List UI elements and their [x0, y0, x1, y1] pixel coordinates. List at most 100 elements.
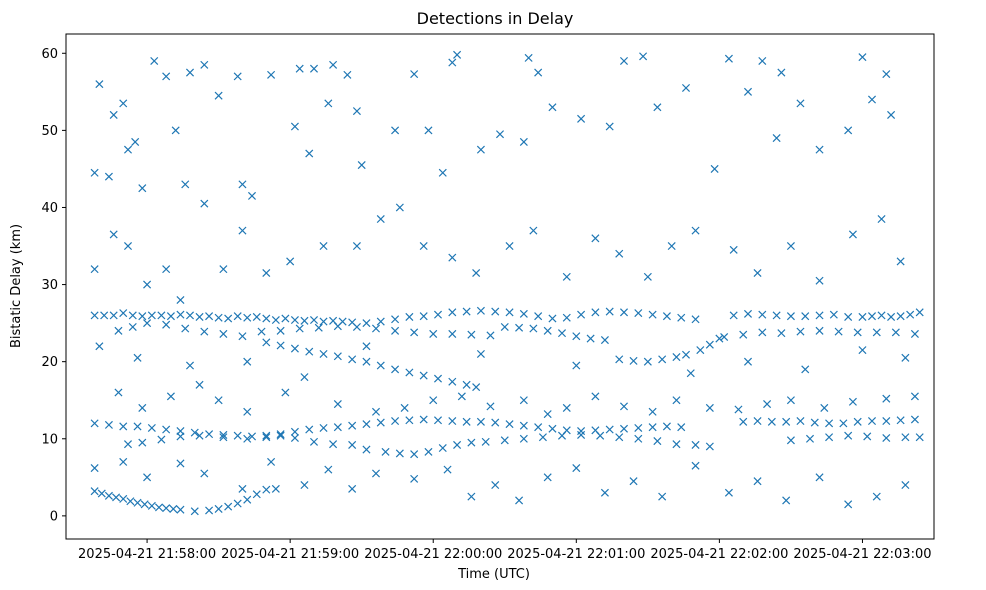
data-point	[658, 355, 667, 364]
data-point	[281, 314, 290, 323]
data-point	[562, 403, 571, 412]
data-point	[910, 415, 919, 424]
data-point	[424, 126, 433, 135]
data-point	[90, 487, 99, 496]
data-point	[238, 226, 247, 235]
data-point	[200, 199, 209, 208]
data-point	[767, 417, 776, 426]
data-point	[486, 331, 495, 340]
data-point	[844, 500, 853, 509]
data-point	[891, 328, 900, 337]
x-tick-label: 2025-04-21 21:59:00	[221, 547, 359, 562]
data-point	[147, 423, 156, 433]
data-point	[419, 415, 428, 424]
data-point	[763, 400, 772, 409]
data-point	[90, 265, 99, 274]
data-point	[801, 312, 810, 321]
data-point	[123, 145, 133, 154]
data-point	[267, 457, 276, 466]
data-point	[419, 371, 428, 380]
data-point	[157, 311, 166, 320]
data-point	[257, 327, 266, 336]
data-point	[910, 329, 919, 338]
data-point	[123, 440, 133, 449]
data-point	[448, 308, 457, 317]
data-point	[662, 422, 671, 431]
data-point	[162, 320, 171, 329]
data-point	[600, 488, 609, 497]
data-point	[643, 272, 652, 281]
data-point	[834, 327, 843, 336]
data-point	[200, 469, 209, 478]
data-point	[681, 350, 691, 359]
data-point	[829, 310, 838, 319]
data-point	[276, 326, 285, 335]
data-point	[195, 431, 204, 440]
data-point	[309, 437, 319, 446]
data-point	[562, 313, 571, 322]
data-point	[753, 268, 762, 278]
data-point	[782, 417, 791, 426]
data-point	[858, 53, 867, 62]
data-point	[252, 490, 261, 499]
data-point	[691, 440, 700, 449]
data-point	[376, 418, 385, 427]
data-point	[119, 99, 128, 108]
data-point	[319, 241, 328, 251]
data-point	[662, 312, 671, 321]
data-point	[519, 396, 528, 405]
data-point	[619, 308, 629, 317]
data-point	[534, 423, 543, 432]
data-point	[138, 184, 147, 193]
data-point	[815, 311, 824, 320]
data-point	[329, 60, 338, 69]
data-point	[887, 110, 896, 119]
data-point	[324, 465, 333, 474]
data-point	[743, 87, 753, 96]
data-point	[853, 328, 862, 337]
data-point	[214, 504, 223, 513]
data-point	[329, 440, 338, 449]
data-point	[252, 312, 261, 321]
data-point	[157, 435, 166, 444]
data-point	[376, 215, 385, 224]
data-point	[901, 481, 910, 490]
data-point	[150, 56, 159, 66]
data-point	[577, 114, 586, 123]
data-point	[715, 334, 724, 343]
data-point	[90, 419, 99, 428]
data-point	[224, 314, 233, 323]
data-point	[491, 418, 500, 427]
y-tick-label: 10	[41, 432, 58, 447]
data-point	[348, 355, 357, 364]
data-point	[548, 103, 557, 112]
data-point	[491, 307, 500, 316]
data-point	[300, 316, 309, 325]
data-point	[462, 307, 471, 316]
data-point	[171, 126, 180, 135]
data-point	[295, 324, 304, 333]
data-point	[314, 323, 323, 332]
data-point	[140, 500, 149, 509]
data-point	[543, 473, 552, 482]
data-point	[352, 322, 361, 332]
x-tick-label: 2025-04-21 22:00:00	[364, 547, 502, 562]
data-point	[515, 323, 524, 332]
data-point	[724, 488, 733, 497]
data-point	[262, 485, 271, 494]
data-point	[190, 428, 199, 437]
data-point	[243, 434, 252, 443]
data-point	[591, 234, 600, 243]
data-point	[562, 272, 571, 281]
y-tick-label: 20	[41, 355, 58, 370]
data-point	[529, 226, 538, 235]
data-point	[262, 338, 271, 347]
data-point	[691, 461, 700, 470]
data-point	[505, 241, 514, 251]
data-point	[243, 407, 252, 416]
y-tick-label: 0	[50, 509, 58, 524]
data-point	[648, 407, 657, 416]
data-point	[267, 70, 276, 79]
data-point	[247, 432, 257, 441]
